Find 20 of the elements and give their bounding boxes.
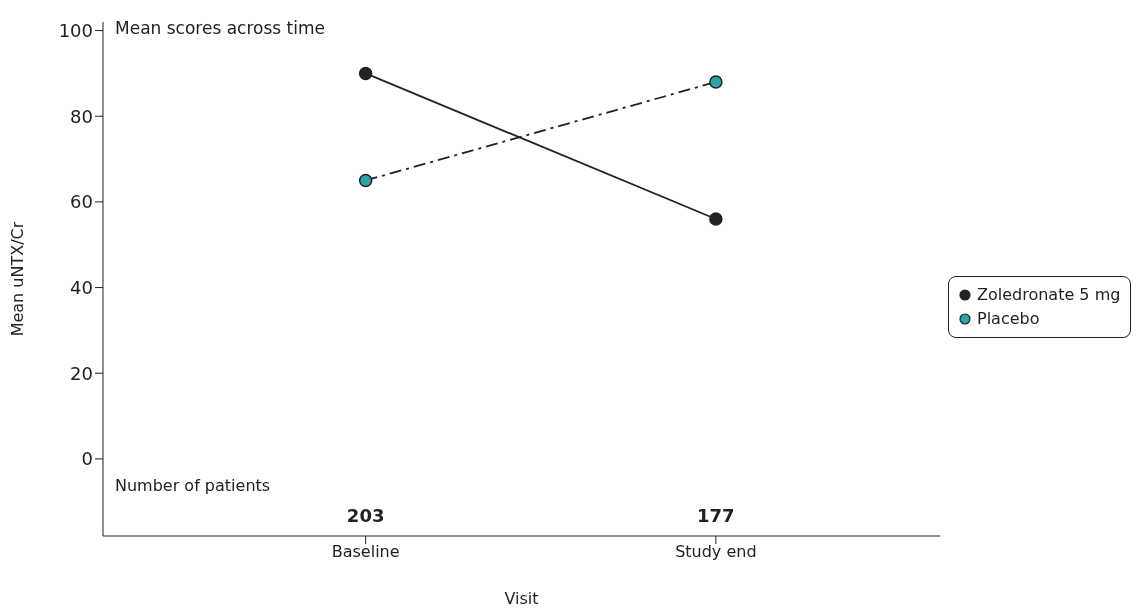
y-tick-label: 60 — [70, 191, 93, 213]
point — [358, 173, 373, 188]
point — [709, 75, 723, 89]
annotation: Number of patients — [115, 476, 271, 495]
x-axis-title: Visit — [504, 589, 539, 608]
legend-label: Placebo — [977, 308, 1040, 330]
y-tick-label: 20 — [70, 362, 93, 384]
x-tick-label: Baseline — [331, 542, 400, 562]
chart-title: Mean scores across time — [115, 18, 325, 38]
annotation: 203 — [346, 504, 385, 526]
y-tick-label: 80 — [70, 105, 93, 127]
point — [709, 212, 723, 226]
point — [358, 66, 373, 81]
y-tick-label: 100 — [58, 19, 93, 41]
legend-label: Zoledronate 5 mg — [977, 284, 1121, 306]
y-axis-title: Mean uNTX/Cr — [7, 221, 27, 337]
y-tick-label: 0 — [81, 448, 93, 470]
x-tick-label: Study end — [675, 542, 757, 562]
y-tick-label: 40 — [70, 276, 93, 298]
annotation: 177 — [697, 504, 735, 526]
